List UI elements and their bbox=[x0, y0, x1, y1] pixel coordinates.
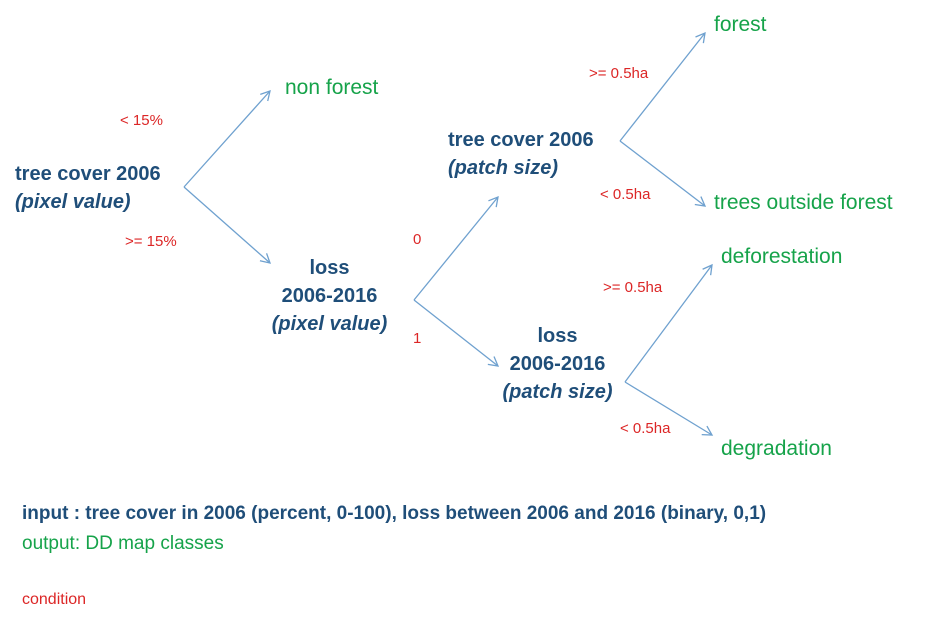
node-loss-pixel-subtitle: (pixel value) bbox=[271, 313, 388, 335]
arrow-root-to-nonforest bbox=[183, 90, 271, 188]
legend-condition: condition bbox=[22, 591, 87, 608]
arrow-treecover-to-tof bbox=[619, 140, 707, 207]
node-root-title: tree cover 2006 bbox=[15, 163, 161, 185]
arrow-loss-to-losspatch bbox=[413, 299, 500, 367]
legend-input: input : tree cover in 2006 (percent, 0-1… bbox=[22, 503, 767, 524]
condition-1: 1 bbox=[413, 330, 422, 347]
condition-lt-05ha-top: < 0.5ha bbox=[600, 186, 651, 203]
leaf-deforestation: deforestation bbox=[721, 245, 843, 268]
node-root-subtitle: (pixel value) bbox=[15, 191, 131, 213]
node-tree-cover-patch: tree cover 2006 (patch size) bbox=[448, 130, 594, 178]
condition-ge-05ha-bottom: >= 0.5ha bbox=[603, 279, 663, 296]
condition-0: 0 bbox=[413, 231, 422, 248]
node-tree-cover-patch-title: tree cover 2006 bbox=[448, 129, 594, 151]
condition-lt-05ha-bottom: < 0.5ha bbox=[620, 420, 671, 437]
leaf-degradation: degradation bbox=[721, 437, 832, 460]
leaf-forest: forest bbox=[714, 13, 767, 36]
legend-output: output: DD map classes bbox=[22, 533, 224, 554]
node-loss-pixel-title: loss bbox=[309, 257, 350, 279]
arrow-loss-to-treecover bbox=[413, 195, 499, 301]
node-loss-patch: loss 2006-2016 (patch size) bbox=[490, 326, 625, 402]
node-root-tree-cover: tree cover 2006 (pixel value) bbox=[15, 164, 161, 212]
node-loss-pixel-years: 2006-2016 bbox=[281, 285, 378, 307]
node-loss-pixel: loss 2006-2016 (pixel value) bbox=[262, 258, 397, 334]
arrow-treecover-to-forest bbox=[619, 31, 706, 142]
node-loss-patch-years: 2006-2016 bbox=[509, 353, 606, 375]
node-loss-patch-subtitle: (patch size) bbox=[502, 381, 613, 403]
node-loss-patch-title: loss bbox=[537, 325, 578, 347]
condition-ge-05ha-top: >= 0.5ha bbox=[589, 65, 649, 82]
condition-lt-15: < 15% bbox=[120, 112, 163, 129]
leaf-trees-outside-forest: trees outside forest bbox=[714, 191, 893, 214]
node-tree-cover-patch-subtitle: (patch size) bbox=[448, 157, 559, 179]
condition-ge-15: >= 15% bbox=[125, 233, 177, 250]
leaf-non-forest: non forest bbox=[285, 76, 379, 99]
arrow-losspatch-to-deforestation bbox=[624, 263, 713, 383]
arrow-losspatch-to-degradation bbox=[624, 381, 714, 436]
arrow-root-to-loss bbox=[183, 186, 272, 264]
